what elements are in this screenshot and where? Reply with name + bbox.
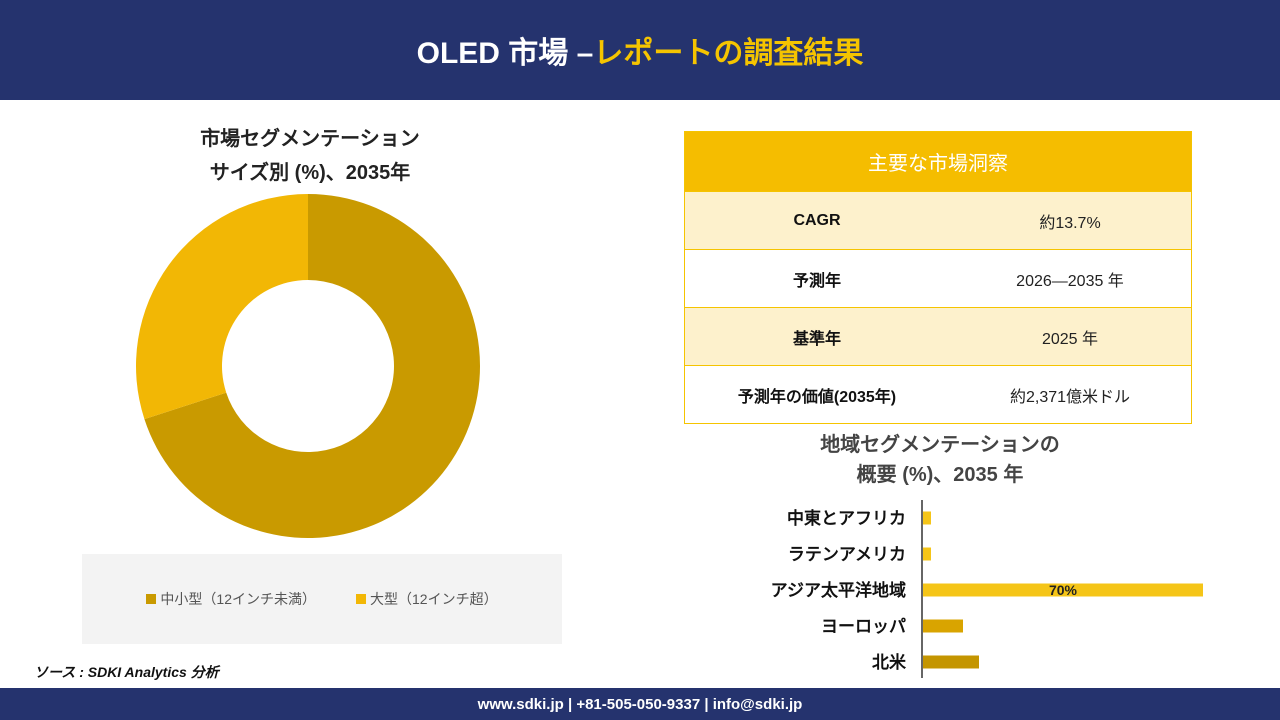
footer-contact: www.sdki.jp | +81-505-050-9337 | info@sd…: [477, 695, 803, 713]
regional-title-line1: 地域セグメンテーションの: [820, 434, 1060, 456]
donut-chart: [135, 194, 480, 538]
page-title: OLED 市場 –レポートの調査結果: [417, 28, 864, 72]
donut-slice-1: [135, 194, 308, 420]
legend-item: 中小型（12インチ未満）: [146, 589, 316, 609]
title-highlight: レポートの調査結果: [593, 37, 864, 70]
bar-0: [923, 511, 931, 525]
source-note: ソース : SDKI Analytics 分析: [34, 664, 219, 680]
insight-value: 2025 年: [1041, 330, 1099, 348]
key-insights-table: 主要な市場洞察 CAGR 約13.7% 予測年 2026—2035 年 基準年 …: [684, 131, 1192, 424]
legend-label: 大型（12インチ超）: [370, 591, 498, 607]
legend-label: 中小型（12インチ未満）: [160, 591, 316, 607]
insight-label: 基準年: [792, 330, 841, 348]
bar-category-label: 北米: [872, 652, 907, 672]
insight-label: 予測年の価値(2035年): [737, 388, 897, 406]
bar-1: [923, 547, 931, 561]
insight-value: 約13.7%: [1039, 214, 1101, 232]
bar-4: [923, 655, 979, 669]
bar-category-label: 中東とアフリカ: [787, 508, 906, 528]
regional-title-line2: 概要 (%)、2035 年: [856, 464, 1024, 486]
legend-item: 大型（12インチ超）: [356, 589, 498, 609]
bar-2: [923, 583, 1203, 597]
legend-swatch: [356, 594, 366, 604]
donut-slice-0: [144, 194, 480, 538]
bar-3: [923, 619, 963, 633]
donut-title-line2: サイズ別 (%)、2035年: [209, 162, 411, 184]
bar-category-label: ラテンアメリカ: [788, 545, 906, 564]
bar-category-label: アジア太平洋地域: [771, 580, 906, 600]
donut-legend: 中小型（12インチ未満） 大型（12インチ超）: [82, 554, 562, 644]
insights-row-cagr: CAGR 約13.7%: [685, 191, 1191, 249]
bar-data-label: 70%: [1049, 582, 1078, 598]
insight-label: 予測年: [792, 272, 841, 290]
legend-swatch: [146, 594, 157, 604]
insights-row-forecast-value: 予測年の価値(2035年) 約2,371億米ドル: [685, 365, 1191, 423]
insights-heading: 主要な市場洞察: [685, 132, 1191, 191]
footer-bar: www.sdki.jp | +81-505-050-9337 | info@sd…: [0, 688, 1280, 720]
title-main: OLED 市場 –: [416, 37, 594, 70]
insight-label: CAGR: [793, 211, 841, 229]
header-banner: OLED 市場 –レポートの調査結果: [0, 0, 1280, 100]
regional-chart-title: 地域セグメンテーションの 概要 (%)、2035 年: [790, 430, 1090, 490]
insights-row-base-year: 基準年 2025 年: [685, 307, 1191, 365]
bar-category-label: ヨーロッパ: [821, 617, 906, 636]
insight-value: 約2,371億米ドル: [1009, 388, 1131, 406]
insight-value: 2026—2035 年: [1016, 272, 1124, 290]
insights-row-forecast-period: 予測年 2026—2035 年: [685, 249, 1191, 307]
donut-title-line1: 市場セグメンテーション: [200, 128, 420, 150]
donut-chart-title: 市場セグメンテーション サイズ別 (%)、2035年: [120, 122, 500, 190]
